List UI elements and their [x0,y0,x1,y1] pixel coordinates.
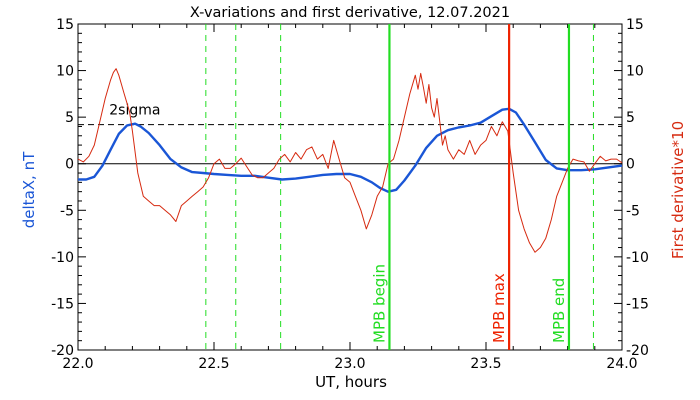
y-tick-label-right-5: -10 [626,250,649,266]
y-axis-label-left: deltaX, nT [20,151,38,228]
mpb-label-6: MPB end [550,278,568,343]
y-tick-label-right-3: 0 [626,157,635,173]
y-tick-label-right-2: 5 [626,110,635,126]
derivative-line [77,68,623,253]
x-tick-label-1: 22.5 [198,356,229,372]
x-tick-label-4: 24.0 [606,356,637,372]
two-sigma-label: 2sigma [109,103,160,119]
y-tick-label-left-7: -20 [51,343,74,359]
y-tick-label-right-7: -20 [626,343,649,359]
chart-title: X-variations and first derivative, 12.07… [190,5,510,21]
x-tick-label-0: 22.0 [62,356,93,372]
x-tick-label-3: 23.5 [470,356,501,372]
x-tick-label-2: 23.0 [334,356,365,372]
y-tick-label-right-6: -15 [626,296,649,312]
y-tick-label-right-1: 10 [626,64,644,80]
y-tick-label-left-3: 0 [65,157,74,173]
y-tick-label-left-1: 10 [56,64,74,80]
mpb-label-4: MPB begin [370,264,388,343]
y-tick-label-left-4: -5 [60,203,74,219]
plot-frame [77,23,623,351]
mpb-label-5: MPB max [490,273,508,343]
x-axis-label: UT, hours [315,373,387,391]
y-tick-label-right-0: 15 [626,17,644,33]
y-tick-label-right-4: -5 [626,203,640,219]
y-tick-label-left-2: 5 [65,110,74,126]
y-tick-label-left-6: -15 [51,296,74,312]
y-tick-label-left-5: -10 [51,250,74,266]
y-axis-label-right: First derivative*10 [669,121,687,259]
deltaX-line [78,107,623,193]
y-tick-label-left-0: 15 [56,17,74,33]
